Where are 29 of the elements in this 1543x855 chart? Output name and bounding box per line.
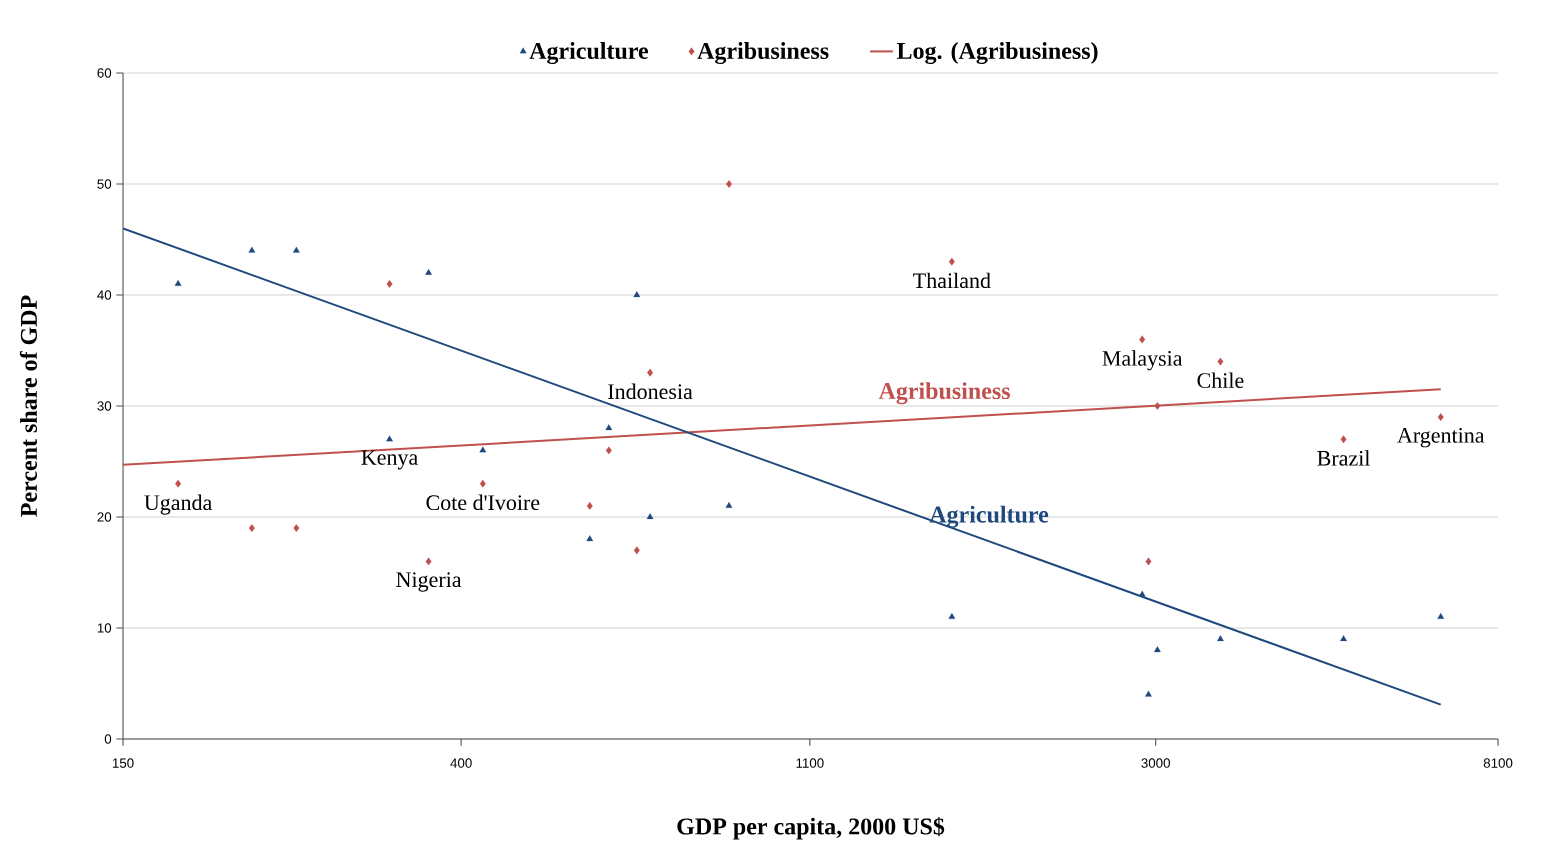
y-tick-label: 0 <box>104 734 112 744</box>
y-tick-label: 10 <box>97 623 112 633</box>
x-tick-label: 3000 <box>1141 758 1170 768</box>
annotation: Chile <box>1197 372 1244 388</box>
annotation: Uganda <box>144 494 213 515</box>
legend-label: Log. (Agribusiness) <box>896 42 1098 65</box>
annotation: Kenya <box>361 450 418 470</box>
y-tick-label: 20 <box>97 512 112 522</box>
legend-label: Agriculture <box>529 42 649 65</box>
y-tick-label: 40 <box>97 290 112 300</box>
annotation: Brazil <box>1317 450 1370 466</box>
x-tick-label: 8100 <box>1483 758 1513 768</box>
x-tick-label: 400 <box>450 758 472 768</box>
x-tick-label: 150 <box>112 758 134 768</box>
y-tick-label: 60 <box>97 68 112 78</box>
y-axis-title: Percent share of GDP <box>19 295 37 517</box>
annotation: Thailand <box>913 272 991 289</box>
annotation: Agribusiness <box>878 382 1010 405</box>
annotation: Nigeria <box>396 572 462 592</box>
legend-label: Agribusiness <box>697 42 829 65</box>
annotation: Cote d'Ivoire <box>426 494 540 511</box>
x-tick-label: 1100 <box>796 758 824 768</box>
annotation: Malaysia <box>1102 350 1183 371</box>
annotation: Indonesia <box>608 383 693 400</box>
x-axis-title: GDP per capita, 2000 US$ <box>677 816 945 840</box>
y-tick-label: 50 <box>97 179 112 189</box>
y-tick-label: 30 <box>97 401 112 411</box>
annotation: Argentina <box>1397 428 1485 448</box>
annotation: Agriculture <box>929 505 1049 528</box>
